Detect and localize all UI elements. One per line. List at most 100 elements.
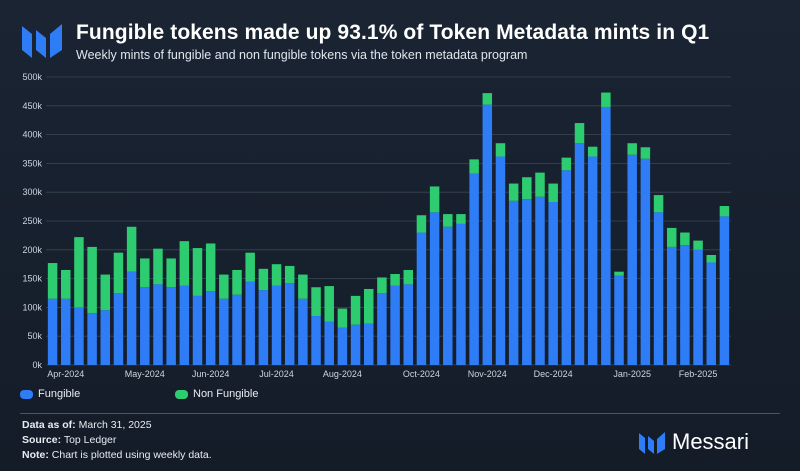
bar-fungible: [719, 216, 730, 365]
bar-non-fungible: [416, 215, 427, 233]
brand-name: Messari: [672, 429, 750, 454]
bar-fungible: [47, 298, 58, 365]
bar-non-fungible: [245, 252, 255, 282]
bar-fungible: [693, 249, 703, 365]
y-tick-label: 100k: [22, 302, 42, 312]
y-tick-label: 50k: [27, 331, 42, 341]
bar-fungible: [232, 294, 242, 365]
bar-non-fungible: [47, 263, 58, 299]
messari-logo-icon: [22, 24, 62, 58]
y-tick-label: 400k: [22, 130, 42, 140]
bar-fungible: [126, 271, 137, 365]
bar-non-fungible: [324, 286, 334, 322]
bar-non-fungible: [205, 243, 216, 292]
bars: [47, 92, 730, 365]
bar-fungible: [416, 232, 427, 365]
bar-non-fungible: [298, 274, 308, 299]
legend-label-fungible: Fungible: [38, 388, 81, 400]
bar-fungible: [113, 293, 124, 365]
bar-fungible: [653, 212, 664, 365]
bar-non-fungible: [126, 226, 137, 272]
bar-non-fungible: [508, 183, 519, 201]
bar-fungible: [601, 106, 611, 365]
bar-fungible: [627, 154, 637, 365]
footer-note: Note: Chart is plotted using weekly data…: [22, 449, 212, 461]
bar-fungible: [706, 262, 716, 365]
bar-non-fungible: [482, 93, 493, 105]
bar-fungible: [166, 287, 176, 365]
bar-non-fungible: [350, 295, 361, 325]
bar-fungible: [284, 283, 295, 365]
bar-non-fungible: [561, 157, 572, 171]
bar-non-fungible: [284, 265, 295, 284]
bar-fungible: [245, 281, 255, 365]
x-tick-label: Dec-2024: [534, 369, 573, 379]
y-tick-label: 150k: [22, 274, 42, 284]
bar-fungible: [350, 324, 361, 365]
bar-non-fungible: [653, 195, 664, 213]
bar-fungible: [179, 285, 190, 365]
bar-non-fungible: [403, 269, 414, 285]
bar-fungible: [87, 313, 97, 365]
bar-non-fungible: [522, 177, 532, 200]
bar-non-fungible: [601, 92, 611, 107]
bar-non-fungible: [469, 159, 479, 174]
bar-fungible: [482, 104, 493, 365]
bar-non-fungible: [377, 277, 387, 293]
bar-fungible: [666, 246, 677, 365]
y-tick-label: 450k: [22, 101, 42, 111]
bar-fungible: [61, 298, 71, 365]
bar-non-fungible: [587, 146, 598, 157]
bar-fungible: [377, 293, 387, 365]
x-tick-label: May-2024: [125, 369, 165, 379]
bar-non-fungible: [140, 258, 150, 288]
y-tick-label: 300k: [22, 187, 42, 197]
footer-data-as-of: Data as of: March 31, 2025: [22, 419, 152, 431]
bar-fungible: [363, 323, 374, 365]
bar-non-fungible: [640, 147, 651, 159]
bar-fungible: [522, 199, 532, 365]
bar-non-fungible: [680, 232, 690, 246]
bar-fungible: [561, 170, 572, 365]
bar-fungible: [508, 200, 519, 365]
bar-fungible: [535, 196, 545, 365]
bar-fungible: [469, 173, 479, 365]
y-axis: 0k 50k 100k 150k 200k 250k 300k 350k 400k 450k 500…: [22, 72, 42, 370]
header: Fungible tokens made up 93.1% of Token M…: [20, 18, 780, 64]
bar-non-fungible: [719, 206, 730, 217]
x-tick-label: Jul-2024: [259, 369, 294, 379]
x-tick-label: Aug-2024: [323, 369, 362, 379]
bar-fungible: [680, 245, 690, 365]
y-tick-label: 0k: [32, 360, 42, 370]
bar-fungible: [324, 321, 334, 365]
bar-fungible: [74, 307, 84, 365]
chart-title: Fungible tokens made up 93.1% of Token M…: [76, 21, 710, 44]
x-tick-label: Jan-2025: [613, 369, 651, 379]
bar-non-fungible: [456, 214, 466, 224]
bar-non-fungible: [219, 274, 229, 299]
bar-non-fungible: [179, 241, 190, 286]
legend-swatch-fungible: [20, 389, 33, 399]
bar-fungible: [192, 295, 203, 365]
bar-fungible: [403, 284, 414, 365]
bar-fungible: [456, 223, 466, 365]
bar-non-fungible: [166, 258, 176, 288]
bar-non-fungible: [574, 123, 585, 144]
bar-non-fungible: [390, 273, 400, 286]
y-tick-label: 250k: [22, 216, 42, 226]
brand: Messari: [638, 427, 778, 457]
x-tick-label: Nov-2024: [468, 369, 507, 379]
legend-swatch-non-fungible: [175, 389, 188, 399]
bar-non-fungible: [311, 287, 321, 317]
bar-non-fungible: [271, 264, 282, 286]
bar-fungible: [311, 316, 321, 365]
bar-fungible: [640, 158, 651, 365]
bar-non-fungible: [706, 254, 716, 263]
bar-fungible: [587, 156, 598, 365]
bar-fungible: [205, 291, 216, 365]
bar-non-fungible: [693, 240, 703, 250]
bar-non-fungible: [153, 248, 163, 285]
x-axis: Apr-2024 May-2024 Jun-2024 Jul-2024 Aug-2024…: [47, 369, 717, 379]
legend-item-non-fungible: Non Fungible: [175, 388, 258, 400]
bar-non-fungible: [87, 246, 97, 314]
